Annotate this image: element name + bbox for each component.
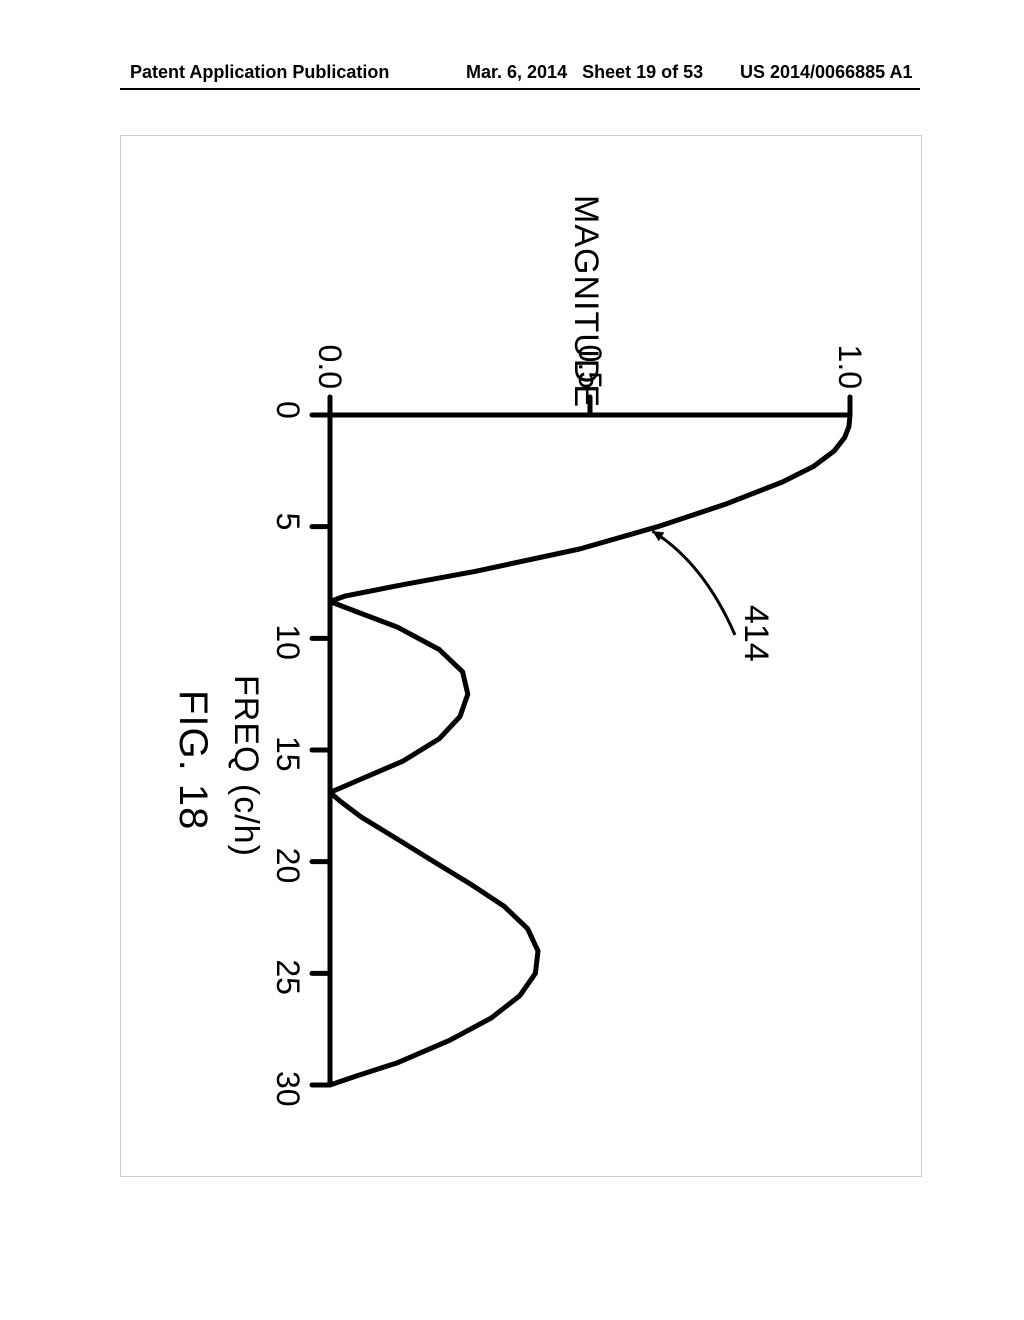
ticks-group bbox=[312, 397, 850, 1085]
x-tick-label: 30 bbox=[269, 1071, 306, 1107]
header-date-sheet: Mar. 6, 2014 Sheet 19 of 53 bbox=[466, 62, 703, 83]
reference-leader bbox=[652, 531, 735, 635]
response-curve bbox=[330, 415, 850, 1085]
y-axis-label: MAGNITUDE bbox=[566, 195, 605, 408]
page: Patent Application Publication Mar. 6, 2… bbox=[0, 0, 1024, 1320]
x-tick-label: 15 bbox=[269, 736, 306, 772]
x-tick-label: 20 bbox=[269, 848, 306, 884]
header-date: Mar. 6, 2014 bbox=[466, 62, 567, 82]
x-tick-label: 10 bbox=[269, 624, 306, 660]
x-axis-label: FREQ (c/h) bbox=[226, 675, 265, 857]
figure-stage-rotated: 0.00.51.0 051015202530 MAGNITUDE FREQ (c… bbox=[120, 135, 920, 1175]
x-tick-label: 5 bbox=[269, 513, 306, 531]
reference-numeral: 414 bbox=[736, 605, 775, 662]
header-sheet: Sheet 19 of 53 bbox=[582, 62, 703, 82]
y-tick-label: 1.0 bbox=[831, 345, 868, 389]
x-tick-label: 25 bbox=[269, 959, 306, 995]
header-publication: Patent Application Publication bbox=[130, 62, 389, 83]
magnitude-vs-freq-chart bbox=[120, 135, 920, 1175]
axes-group bbox=[330, 415, 850, 1085]
header-pubnum: US 2014/0066885 A1 bbox=[740, 62, 912, 83]
header-rule bbox=[120, 88, 920, 90]
y-tick-label: 0.0 bbox=[311, 345, 348, 389]
x-tick-label: 0 bbox=[269, 401, 306, 419]
figure-caption: FIG. 18 bbox=[170, 690, 215, 830]
